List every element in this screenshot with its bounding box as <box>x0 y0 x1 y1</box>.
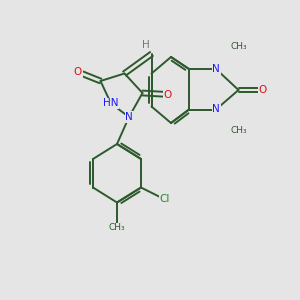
Text: CH₃: CH₃ <box>109 224 125 232</box>
Text: O: O <box>74 67 82 77</box>
Text: Cl: Cl <box>160 194 170 205</box>
Text: N: N <box>212 64 220 74</box>
Text: N: N <box>212 104 220 115</box>
Text: H: H <box>142 40 150 50</box>
Text: O: O <box>164 89 172 100</box>
Text: HN: HN <box>103 98 119 109</box>
Text: N: N <box>125 112 133 122</box>
Text: CH₃: CH₃ <box>230 42 247 51</box>
Text: O: O <box>258 85 267 95</box>
Text: CH₃: CH₃ <box>230 126 247 135</box>
